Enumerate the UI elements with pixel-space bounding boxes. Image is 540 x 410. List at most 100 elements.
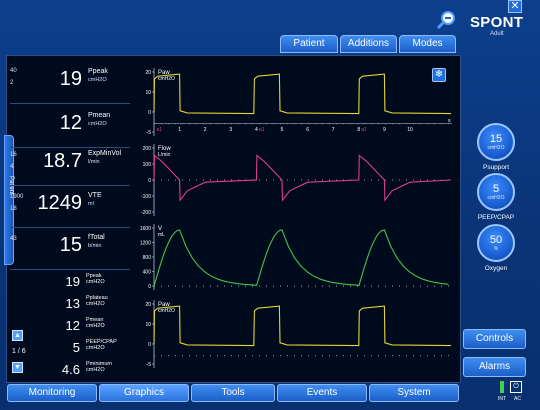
page-up-button[interactable]: ▲ [12, 330, 23, 341]
param-ftotal[interactable]: 43 15 fTotal b/min [10, 226, 130, 270]
param-ppeak[interactable]: 40 2 19 Ppeak cmH2O [10, 60, 130, 104]
battery-indicator [500, 381, 504, 393]
y-tick-label: -200 [141, 210, 151, 216]
page-indicator: 1 / 6 [12, 348, 26, 355]
y-tick-label: -5 [147, 130, 152, 136]
nav-system[interactable]: System [369, 384, 459, 402]
graph-label: V [158, 226, 162, 232]
param-value: 18.7 [43, 150, 82, 172]
time-tick-label: 1 [178, 127, 181, 133]
controls-button[interactable]: Controls [463, 329, 526, 349]
tab-additions[interactable]: Additions [340, 35, 397, 53]
param-label: VTE ml [88, 192, 102, 207]
power-plug-icon: ⏻ [510, 381, 522, 393]
knob-label: Psupport [482, 164, 510, 171]
knob-psupport[interactable]: 15 cmH2O [477, 123, 515, 161]
patient-group: Adult [490, 31, 504, 37]
y-tick-label: 1200 [140, 241, 151, 247]
zoom-icon[interactable] [436, 10, 456, 30]
nav-monitoring[interactable]: Monitoring [7, 384, 97, 402]
breath-marker: a1 [157, 127, 163, 133]
param-label: Ppeak cmH2O [88, 68, 108, 83]
knob-peep[interactable]: 5 cmH2O [477, 173, 515, 211]
time-tick-label: 7 [332, 127, 335, 133]
graph-unit: cmH2O [158, 76, 175, 82]
graph-unit: cmH2O [158, 308, 175, 314]
graph-label: Paw [158, 302, 170, 308]
y-tick-label: 1600 [140, 226, 151, 232]
secondary-ppeak: 19 Ppeak cmH2O [50, 272, 140, 289]
graph-label: Paw [158, 70, 170, 76]
y-tick-label: 0 [148, 178, 151, 184]
graph-unit: mL [158, 232, 165, 238]
breath-marker: a1 [361, 127, 367, 133]
tab-modes[interactable]: Modes [399, 35, 456, 53]
y-tick-label: 800 [143, 255, 152, 261]
param-value: 15 [59, 234, 82, 256]
y-tick-label: 100 [143, 162, 152, 168]
time-tick-label: 6 [306, 127, 309, 133]
knob-unit: % [493, 246, 499, 252]
alarms-button[interactable]: Alarms [463, 357, 526, 377]
waveform [153, 305, 452, 347]
knob-oxygen[interactable]: 50 % [477, 224, 515, 262]
y-tick-label: -100 [141, 194, 151, 200]
knob-value: 50 [489, 234, 503, 246]
y-tick-label: 10 [145, 90, 151, 96]
time-tick-label: 4 [255, 127, 258, 133]
nav-events[interactable]: Events [277, 384, 367, 402]
secondary-peep: 5 PEEP/CPAP cmH2O [50, 338, 140, 355]
param-vte[interactable]: 1900 18 1249 VTE ml [10, 184, 130, 228]
y-tick-label: -5 [147, 362, 152, 368]
page-down-button[interactable]: ▼ [12, 362, 23, 373]
status-int: INT [498, 396, 507, 402]
secondary-label: Pplateau cmH2O [86, 295, 108, 307]
knob-label: PEEP/CPAP [477, 214, 515, 221]
secondary-label: Pminimum cmH2O [86, 361, 112, 373]
secondary-label: PEEP/CPAP cmH2O [86, 339, 117, 351]
limit-low: 2 [10, 80, 14, 86]
param-label: fTotal b/min [88, 234, 105, 249]
knob-label: Oxygen [484, 265, 508, 272]
secondary-pplateau: 13 Pplateau cmH2O [50, 294, 140, 311]
y-tick-label: 0 [148, 284, 151, 290]
graph-unit: L/min [158, 152, 170, 158]
ventilation-mode: SPONT [470, 14, 524, 31]
param-expminvol[interactable]: 16 4 18.7 ExpMinVol l/min [10, 142, 130, 186]
secondary-value: 4.6 [61, 362, 80, 377]
knob-unit: cmH2O [487, 195, 505, 201]
y-tick-label: 20 [145, 302, 151, 308]
time-tick-label: 5 [281, 127, 284, 133]
knob-value: 15 [489, 133, 503, 145]
time-tick-label: 2 [204, 127, 207, 133]
secondary-label: Ppeak cmH2O [86, 273, 105, 285]
y-tick-label: 200 [143, 146, 152, 152]
graph-label: Flow [158, 146, 171, 152]
time-tick-label: 9 [383, 127, 386, 133]
limit-high: 16 [10, 152, 17, 158]
y-tick-label: 400 [143, 270, 152, 276]
freeze-icon[interactable]: ❄ [432, 68, 446, 82]
secondary-value: 19 [65, 274, 80, 289]
waveform [153, 73, 452, 115]
tab-patient[interactable]: Patient [280, 35, 338, 53]
param-value: 12 [59, 112, 82, 134]
secondary-pmean: 12 Pmean cmH2O [50, 316, 140, 333]
close-icon[interactable]: ✕ [508, 0, 522, 13]
limit-low: 4 [10, 164, 14, 170]
nav-graphics[interactable]: Graphics [99, 384, 189, 402]
secondary-value: 13 [65, 296, 80, 311]
secondary-label: Pmean cmH2O [86, 317, 105, 329]
knob-unit: cmH2O [487, 145, 505, 151]
param-value: 1249 [37, 192, 83, 214]
nav-tools[interactable]: Tools [191, 384, 275, 402]
secondary-pminimum: 4.6 Pminimum cmH2O [50, 360, 140, 377]
patient-side-tab[interactable]: Patient [4, 135, 14, 265]
volume-graph: VmL 1600 1200 800 400 0 [140, 224, 452, 290]
param-pmean[interactable]: 12 Pmean cmH2O [10, 104, 130, 148]
